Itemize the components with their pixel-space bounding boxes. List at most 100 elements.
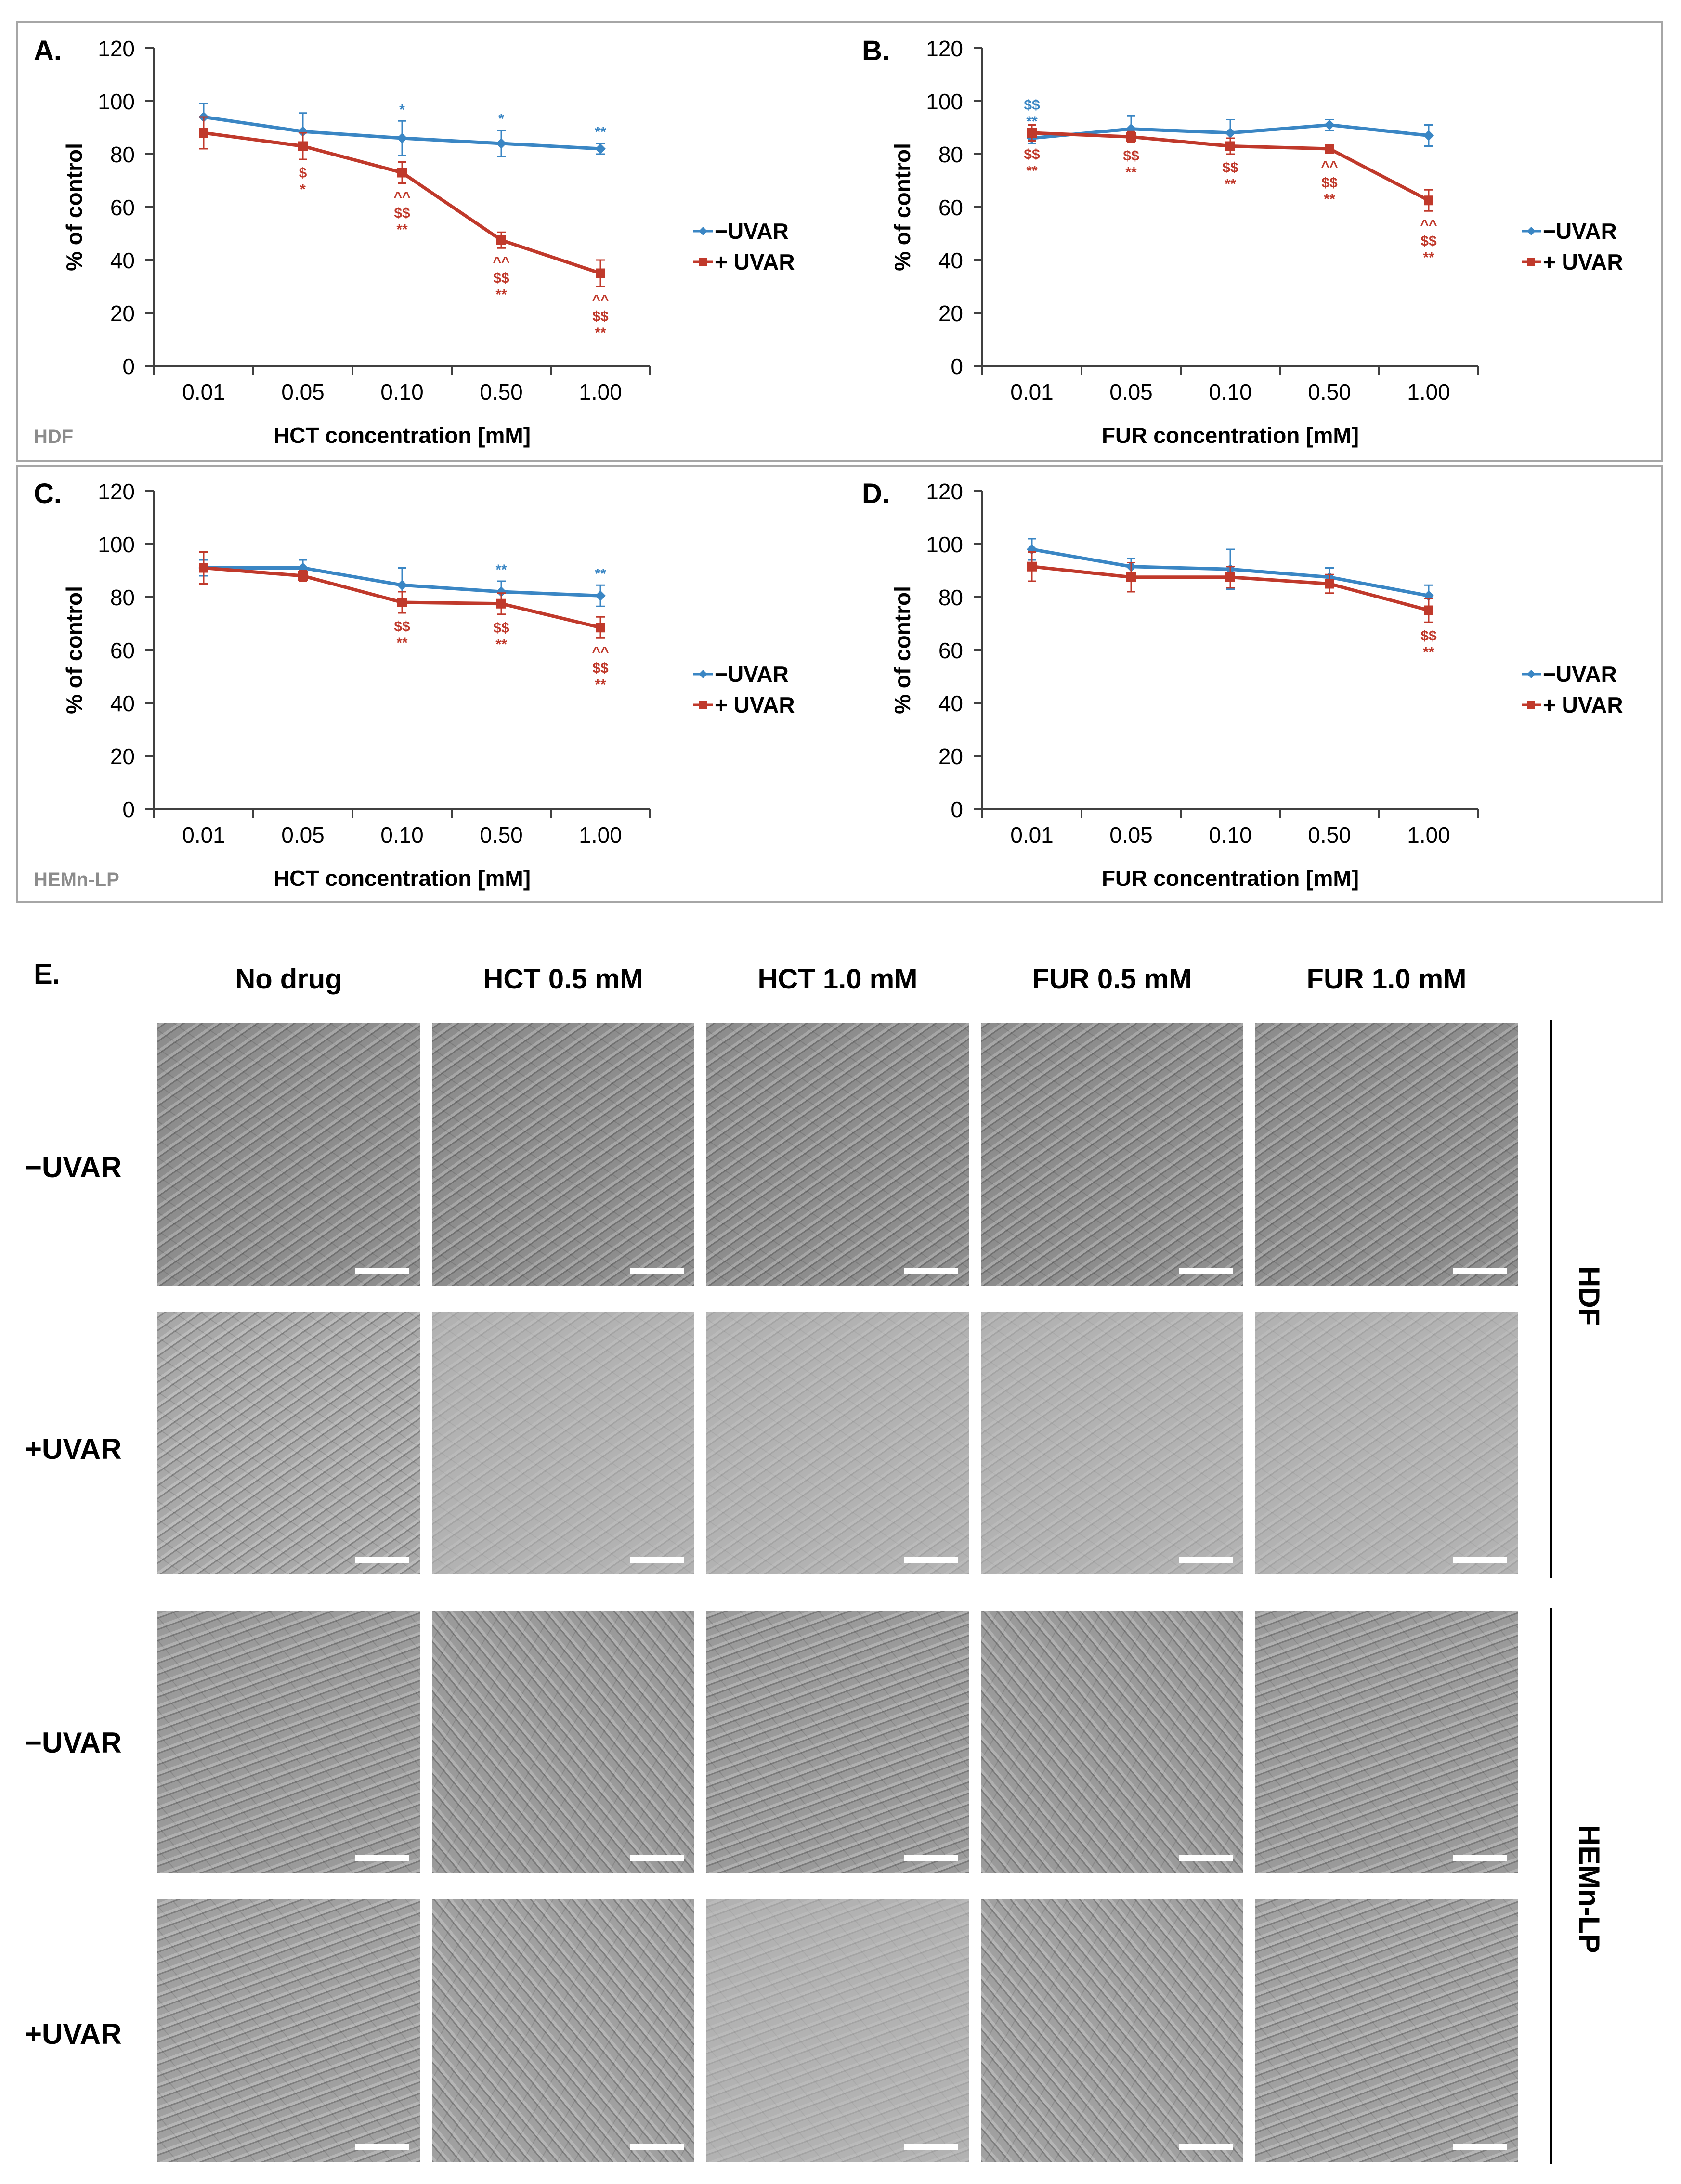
scale-bar bbox=[630, 1268, 684, 1274]
data-point-diamond bbox=[298, 126, 308, 137]
legend-marker bbox=[1527, 258, 1535, 266]
hemn-group-line bbox=[1550, 1608, 1552, 2164]
data-point-square bbox=[596, 268, 605, 278]
x-tick-label: 0.10 bbox=[1209, 379, 1252, 404]
micrograph bbox=[981, 1611, 1243, 1873]
x-tick-label: 0.01 bbox=[182, 379, 225, 404]
y-tick-label: 40 bbox=[938, 248, 963, 273]
legend-marker bbox=[699, 670, 707, 678]
data-point-square bbox=[1424, 195, 1433, 206]
significance-mark: ** bbox=[1423, 644, 1434, 660]
column-header-no-drug: No drug bbox=[235, 963, 342, 995]
micrograph bbox=[157, 1023, 420, 1286]
data-point-square bbox=[397, 168, 407, 178]
data-point-square bbox=[199, 128, 208, 138]
chart-d: D. 0 20 40 60 80 100 120 0.01 0.05 0.10 0.50 1.00 FUR… bbox=[862, 478, 1623, 891]
scale-bar bbox=[904, 1268, 958, 1274]
y-axis-title: % of control bbox=[890, 586, 915, 714]
micrograph bbox=[1255, 1611, 1518, 1873]
micrograph bbox=[432, 1312, 694, 1574]
y-axis-title: % of control bbox=[62, 586, 87, 714]
significance-mark: * bbox=[399, 102, 405, 117]
data-point-diamond bbox=[397, 580, 407, 591]
y-tick-label: 80 bbox=[938, 142, 963, 167]
significance-mark: ** bbox=[495, 286, 507, 302]
x-tick-label: 1.00 bbox=[1407, 822, 1450, 847]
data-point-square bbox=[1126, 572, 1136, 582]
x-tick-label: 0.01 bbox=[182, 822, 225, 847]
y-tick-label: 20 bbox=[110, 744, 135, 769]
data-point-square bbox=[199, 563, 208, 573]
y-axis-title: % of control bbox=[890, 143, 915, 271]
row-label-hemn-plus-uvar: +UVAR bbox=[25, 2018, 122, 2050]
cell-line-label: HDF bbox=[34, 426, 73, 447]
scale-bar bbox=[1179, 2144, 1233, 2150]
data-point-diamond bbox=[1423, 130, 1434, 141]
scale-bar bbox=[1453, 2144, 1507, 2150]
data-point-square bbox=[1027, 128, 1037, 138]
panel-label: D. bbox=[862, 478, 890, 509]
significance-mark: $$ bbox=[1321, 175, 1338, 191]
x-axis-title: HCT concentration [mM] bbox=[274, 423, 531, 448]
x-tick-label: 1.00 bbox=[579, 822, 622, 847]
significance-mark: $$ bbox=[1123, 148, 1139, 164]
significance-mark: ** bbox=[1324, 191, 1335, 207]
column-header-hct-10: HCT 1.0 mM bbox=[757, 963, 918, 995]
x-tick-label: 0.50 bbox=[1308, 379, 1351, 404]
legend-marker bbox=[1527, 227, 1536, 235]
micrograph bbox=[1255, 1899, 1518, 2162]
data-point-diamond bbox=[397, 133, 407, 143]
y-tick-label: 80 bbox=[110, 142, 135, 167]
significance-mark: ** bbox=[595, 325, 606, 341]
micrograph bbox=[706, 1611, 969, 1873]
significance-mark: ** bbox=[495, 562, 507, 578]
x-tick-label: 0.05 bbox=[281, 379, 325, 404]
x-tick-label: 1.00 bbox=[1407, 379, 1450, 404]
legend-label: + UVAR bbox=[715, 249, 795, 274]
micrograph bbox=[157, 1312, 420, 1574]
legend-marker bbox=[1527, 701, 1535, 709]
y-tick-label: 120 bbox=[926, 479, 963, 504]
significance-mark: ^^ bbox=[1420, 217, 1437, 233]
micrograph bbox=[157, 1611, 420, 1873]
y-tick-label: 80 bbox=[938, 585, 963, 610]
scale-bar bbox=[630, 1557, 684, 1563]
significance-mark: $$ bbox=[394, 619, 410, 635]
column-header-fur-10: FUR 1.0 mM bbox=[1306, 963, 1467, 995]
y-tick-label: 100 bbox=[98, 532, 135, 557]
significance-mark: ^^ bbox=[1321, 158, 1338, 174]
legend-marker bbox=[1527, 670, 1536, 678]
scale-bar bbox=[355, 2144, 409, 2150]
hdf-group-line bbox=[1550, 1020, 1552, 1578]
data-point-square bbox=[1225, 572, 1235, 582]
scale-bar bbox=[1179, 1855, 1233, 1861]
x-tick-label: 0.01 bbox=[1010, 822, 1054, 847]
scale-bar bbox=[1179, 1557, 1233, 1563]
significance-mark: ** bbox=[595, 676, 606, 692]
scale-bar bbox=[1453, 1855, 1507, 1861]
y-tick-label: 20 bbox=[110, 301, 135, 326]
scale-bar bbox=[1179, 1268, 1233, 1274]
significance-mark: ^^ bbox=[493, 254, 509, 270]
significance-mark: ** bbox=[1026, 163, 1038, 179]
legend-label: −UVAR bbox=[1543, 662, 1617, 687]
data-point-diamond bbox=[595, 143, 606, 154]
legend-marker bbox=[699, 258, 707, 266]
chart-c: C. 0 20 40 60 80 100 120 0.01 0.05 0.10 0.50 1.00 HCT… bbox=[34, 478, 795, 891]
data-point-square bbox=[496, 598, 506, 609]
x-tick-label: 0.50 bbox=[480, 379, 523, 404]
data-point-square bbox=[596, 623, 605, 633]
y-tick-label: 60 bbox=[938, 638, 963, 663]
data-point-square bbox=[397, 598, 407, 607]
column-header-hct-05: HCT 0.5 mM bbox=[483, 963, 643, 995]
scale-bar bbox=[355, 1268, 409, 1274]
significance-mark: ^^ bbox=[592, 292, 609, 308]
data-point-diamond bbox=[1225, 128, 1236, 138]
column-header-fur-05: FUR 0.5 mM bbox=[1032, 963, 1192, 995]
y-tick-label: 120 bbox=[98, 36, 135, 61]
significance-mark: $ bbox=[299, 165, 307, 181]
data-point-diamond bbox=[496, 138, 507, 149]
cell-line-label: HEMn-LP bbox=[34, 869, 119, 890]
y-tick-label: 120 bbox=[98, 479, 135, 504]
y-tick-label: 60 bbox=[938, 195, 963, 220]
